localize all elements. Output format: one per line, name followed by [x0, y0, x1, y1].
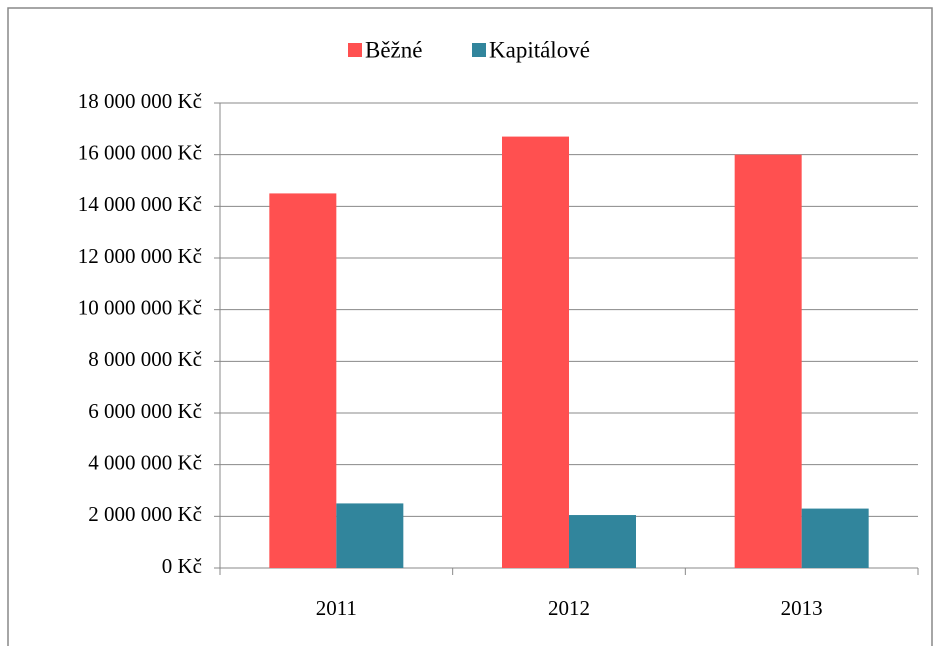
- bar: [569, 515, 636, 568]
- bar: [801, 508, 869, 568]
- x-tick-label: 2012: [548, 596, 590, 620]
- y-tick-label: 14 000 000 Kč: [78, 192, 202, 216]
- x-tick-label: 2011: [316, 596, 357, 620]
- y-tick-label: 16 000 000 Kč: [78, 140, 202, 164]
- y-tick-label: 8 000 000 Kč: [88, 347, 202, 371]
- legend-label: Běžné: [365, 37, 422, 62]
- legend-swatch: [472, 43, 486, 57]
- y-tick-label: 4 000 000 Kč: [88, 450, 202, 474]
- y-tick-label: 10 000 000 Kč: [78, 295, 202, 319]
- legend-label: Kapitálové: [489, 37, 590, 62]
- y-tick-label: 2 000 000 Kč: [88, 502, 202, 526]
- y-tick-label: 6 000 000 Kč: [88, 399, 202, 423]
- bar: [502, 136, 569, 569]
- legend-swatch: [348, 43, 362, 57]
- y-tick-label: 0 Kč: [162, 554, 202, 578]
- x-tick-label: 2013: [781, 596, 823, 620]
- bar: [336, 503, 404, 568]
- y-tick-label: 18 000 000 Kč: [78, 89, 202, 113]
- chart-frame: [7, 7, 933, 646]
- bar: [734, 154, 802, 568]
- y-tick-label: 12 000 000 Kč: [78, 244, 202, 268]
- bar: [269, 193, 337, 568]
